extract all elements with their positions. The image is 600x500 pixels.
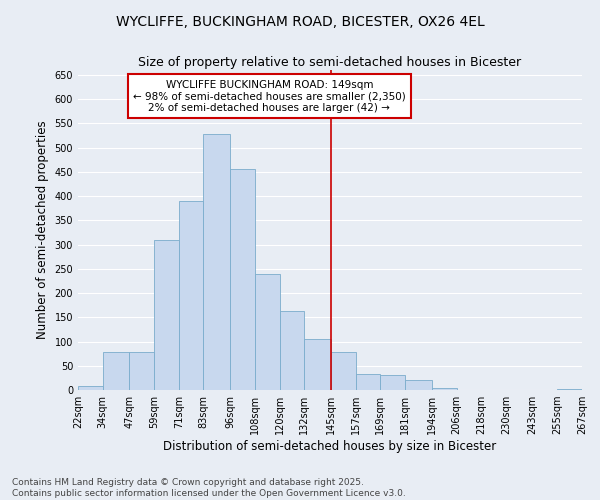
Bar	[304, 339, 331, 390]
Text: Contains HM Land Registry data © Crown copyright and database right 2025.
Contai: Contains HM Land Registry data © Crown c…	[12, 478, 406, 498]
Y-axis label: Number of semi-detached properties: Number of semi-detached properties	[36, 120, 49, 340]
Bar	[78, 386, 103, 390]
Bar	[280, 312, 304, 390]
Bar	[103, 352, 130, 390]
Bar	[154, 240, 179, 390]
Bar	[557, 389, 582, 390]
Bar	[255, 274, 280, 390]
Title: Size of property relative to semi-detached houses in Bicester: Size of property relative to semi-detach…	[139, 56, 521, 69]
Bar	[405, 380, 432, 390]
X-axis label: Distribution of semi-detached houses by size in Bicester: Distribution of semi-detached houses by …	[163, 440, 497, 453]
Bar	[380, 376, 405, 390]
Bar	[432, 388, 457, 390]
Bar	[230, 170, 255, 390]
Bar	[179, 201, 203, 390]
Bar	[331, 352, 356, 390]
Bar	[356, 374, 380, 390]
Bar	[203, 134, 230, 390]
Text: WYCLIFFE BUCKINGHAM ROAD: 149sqm
← 98% of semi-detached houses are smaller (2,35: WYCLIFFE BUCKINGHAM ROAD: 149sqm ← 98% o…	[133, 80, 406, 113]
Bar	[130, 352, 154, 390]
Text: WYCLIFFE, BUCKINGHAM ROAD, BICESTER, OX26 4EL: WYCLIFFE, BUCKINGHAM ROAD, BICESTER, OX2…	[116, 15, 484, 29]
